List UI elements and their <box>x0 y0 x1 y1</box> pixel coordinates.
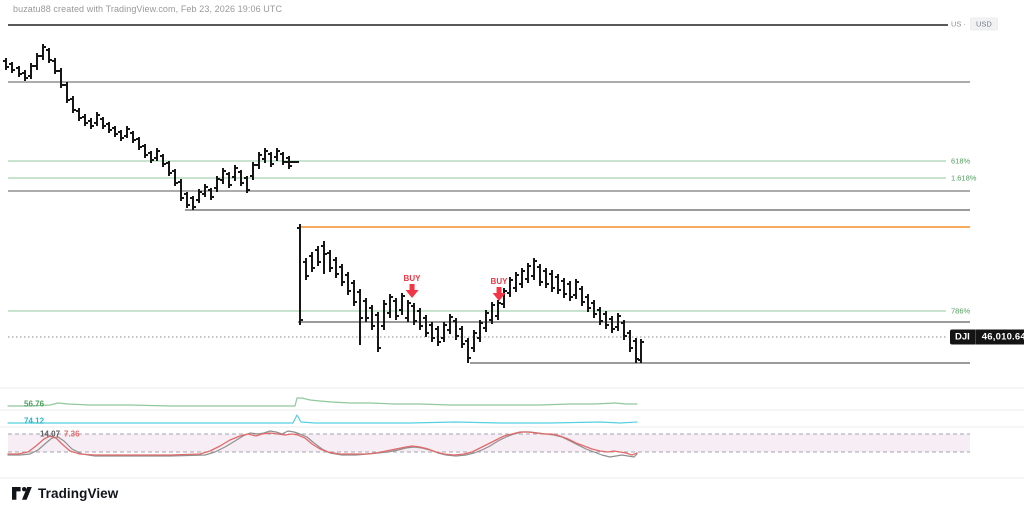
price-label-badge: DJI 46,010.64 <box>950 329 1024 345</box>
tradingview-logo[interactable]: TradingView <box>12 486 118 501</box>
price-label-value: 46,010.64 <box>981 331 1024 343</box>
buy-label-1: BUY <box>403 274 421 283</box>
indicator-value-green: 56.76 <box>24 399 45 409</box>
symbol-label: US · <box>951 19 966 29</box>
attribution-text: buzatu88 created with TradingView.com, F… <box>13 4 283 14</box>
price-bars-upper-left-downtrend <box>3 44 292 210</box>
badge-divider <box>974 329 976 345</box>
tradingview-logo-icon <box>12 487 32 500</box>
buy-marker-2[interactable]: BUY <box>490 277 508 306</box>
fib-label-786: 786% <box>951 306 971 316</box>
indicator-value-cyan: 74.12 <box>24 416 45 426</box>
indicator-value-red: 7.36 <box>64 429 80 439</box>
buy-arrow-down-icon <box>492 287 506 306</box>
buy-marker-1[interactable]: BUY <box>403 274 421 303</box>
buy-label-2: BUY <box>490 277 508 286</box>
symbol-currency-label: US · USD <box>951 17 998 31</box>
buy-arrow-down-icon <box>405 284 419 303</box>
indicator-value-gray: 14.07 <box>40 429 61 439</box>
fib-label-1618: 1.618% <box>951 173 977 183</box>
price-bars-lower-right-DJI <box>297 224 644 363</box>
price-label-symbol: DJI <box>955 331 970 343</box>
tradingview-brand-text: TradingView <box>38 486 119 501</box>
fib-label-618: 618% <box>951 156 971 166</box>
currency-badge[interactable]: USD <box>970 17 998 31</box>
